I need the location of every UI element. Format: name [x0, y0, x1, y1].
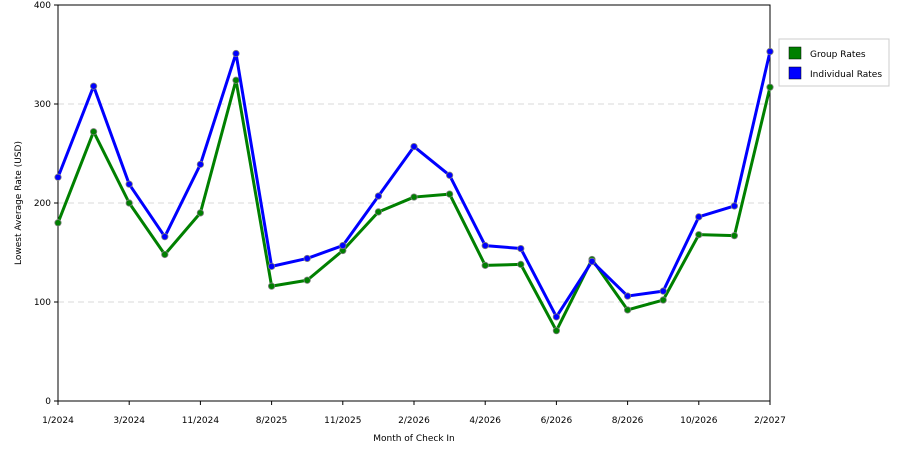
data-point-group-rates [54, 219, 62, 227]
x-tick-label: 4/2026 [469, 416, 501, 426]
legend-label-individual-rates: Individual Rates [810, 70, 882, 80]
y-axis-title: Lowest Average Rate (USD) [14, 141, 24, 265]
data-point-individual-rates [125, 180, 133, 188]
data-point-group-rates [232, 76, 240, 84]
data-point-individual-rates [588, 257, 596, 266]
data-point-individual-rates [552, 313, 561, 321]
data-point-individual-rates [90, 82, 98, 90]
x-tick-label: 11/2024 [182, 416, 220, 426]
data-point-individual-rates [267, 262, 276, 270]
legend-swatch-individual-rates [788, 66, 802, 80]
data-point-group-rates [623, 306, 632, 314]
series-group-rates [54, 76, 774, 335]
x-tick-label: 2/2027 [754, 416, 786, 426]
data-point-group-rates [659, 296, 667, 304]
y-tick-label: 0 [45, 397, 51, 407]
legend-label-group-rates: Group Rates [810, 50, 866, 60]
x-tick-label: 2/2026 [398, 416, 430, 426]
data-point-group-rates [303, 276, 311, 284]
data-point-individual-rates [339, 241, 347, 250]
data-point-individual-rates [410, 142, 418, 151]
x-tick-label: 8/2026 [612, 416, 644, 426]
y-tick-label: 300 [34, 100, 51, 110]
x-axis-title: Month of Check In [373, 434, 455, 444]
data-point-individual-rates [161, 233, 169, 241]
x-tick-label: 8/2025 [256, 416, 288, 426]
y-tick-label: 400 [34, 1, 51, 11]
data-point-group-rates [695, 231, 703, 239]
x-tick-label: 10/2026 [680, 416, 718, 426]
x-tick-label: 3/2024 [113, 416, 145, 426]
x-tick-label: 1/2024 [42, 416, 74, 426]
data-point-individual-rates [623, 292, 632, 300]
data-point-group-rates [90, 128, 98, 136]
data-point-group-rates [481, 261, 489, 269]
y-tick-label: 100 [34, 298, 51, 308]
data-point-individual-rates [232, 49, 240, 58]
series-line-individual-rates [56, 51, 772, 319]
data-point-individual-rates [445, 171, 454, 179]
data-point-individual-rates [766, 47, 774, 56]
data-point-individual-rates [196, 160, 204, 168]
x-tick-label: 6/2026 [541, 416, 573, 426]
series [54, 47, 774, 335]
data-point-group-rates [267, 282, 276, 290]
y-axis: 0 100 200 300 400 [34, 1, 58, 407]
data-point-group-rates [730, 232, 739, 240]
x-axis: 1/2024 3/2024 11/2024 8/2025 11/2025 2/2026 4/… [42, 401, 786, 426]
data-point-individual-rates [481, 241, 489, 250]
data-point-group-rates [410, 193, 418, 201]
data-point-individual-rates [695, 213, 703, 221]
x-tick-label: 11/2025 [324, 416, 361, 426]
data-point-individual-rates [517, 244, 525, 253]
grid-lines [58, 103, 770, 303]
data-point-group-rates [445, 190, 454, 198]
y-tick-label: 200 [34, 199, 51, 209]
legend: Group Rates Individual Rates [778, 38, 890, 87]
series-individual-rates [54, 47, 774, 321]
data-point-group-rates [766, 83, 774, 91]
data-point-individual-rates [303, 254, 311, 263]
data-point-individual-rates [54, 173, 62, 181]
legend-swatch-group-rates [788, 46, 802, 60]
data-point-group-rates [552, 327, 561, 335]
data-point-individual-rates [659, 287, 667, 295]
data-point-group-rates [161, 250, 169, 259]
data-point-group-rates [125, 199, 133, 207]
data-point-group-rates [196, 209, 204, 217]
data-point-individual-rates [374, 192, 382, 200]
data-point-group-rates [517, 260, 525, 268]
data-point-individual-rates [730, 202, 739, 210]
data-point-group-rates [374, 208, 382, 216]
